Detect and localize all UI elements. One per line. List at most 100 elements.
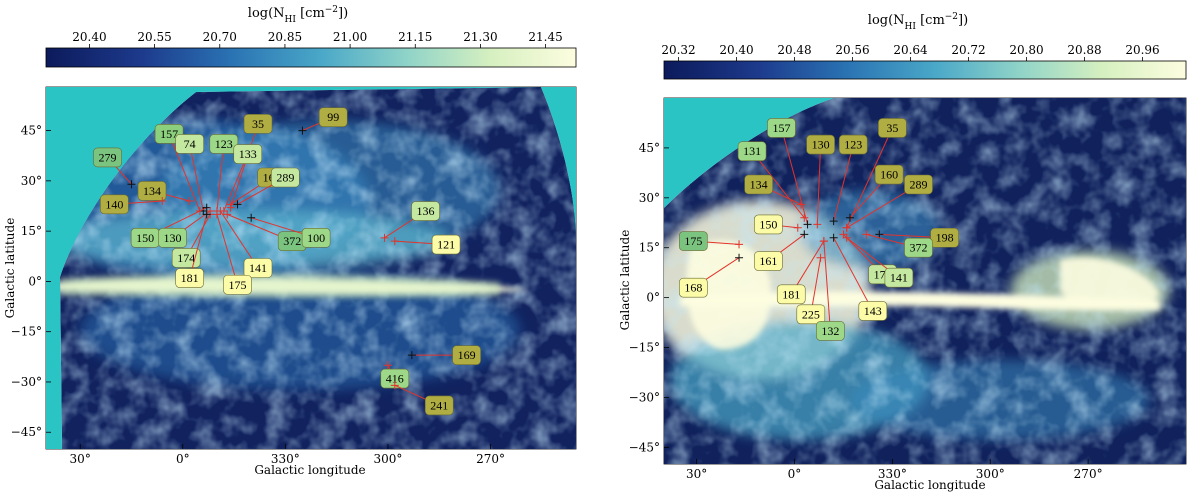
x-tick-label: 30° [686, 467, 707, 481]
y-ticks: 45° 30° 15° 0° −15° −30° −45° [629, 141, 669, 454]
cloud-label-134: 134 [744, 174, 806, 209]
label-box [93, 147, 122, 168]
x-tick-label: 270° [1074, 467, 1103, 481]
label-box [904, 174, 933, 195]
y-tick-label: 45° [639, 141, 660, 155]
y-tick-label: 30° [639, 191, 660, 205]
pointer-arrow [216, 214, 238, 285]
label-box [904, 237, 933, 258]
cloud-marker [842, 223, 851, 232]
label-box [744, 174, 773, 195]
cloud-label-130: 130 [158, 207, 215, 248]
cloud-label-241: 241 [390, 381, 454, 416]
cloud-label-121: 121 [390, 234, 461, 255]
label-box [100, 194, 129, 215]
label-text: 121 [437, 238, 455, 252]
colorbar-tick-label: 20.85 [268, 30, 302, 44]
colorbar [663, 60, 1187, 80]
cloud-labels: 9915735741231332791341602891401361501303… [93, 107, 481, 416]
x-tick-label: 330° [878, 467, 907, 481]
y-tick-label: −45° [629, 440, 660, 454]
label-text: 74 [184, 137, 196, 151]
cloud-marker [383, 361, 392, 370]
colorbar-tick-label: 21.00 [333, 30, 367, 44]
label-box [878, 118, 907, 138]
x-axis-label: Galactic longitude [874, 478, 985, 492]
label-box [243, 258, 273, 278]
colorbar-tick-label: 20.88 [1067, 43, 1101, 57]
cloud-marker [816, 253, 825, 262]
y-axis-label: Galactic latitude [3, 218, 17, 319]
cloud-label-141: 141 [842, 233, 914, 288]
cloud-marker [223, 210, 232, 219]
label-text: 181 [181, 271, 199, 285]
colorbar-tick-label: 20.32 [661, 43, 695, 57]
x-tick-label: 270° [476, 452, 505, 466]
label-text: 372 [283, 234, 301, 248]
colorbar-tick-label: 21.45 [528, 30, 562, 44]
cloud-marker [202, 210, 211, 219]
label-box [874, 164, 904, 185]
label-text: 174 [177, 251, 195, 265]
x-ticks: 30° 0° 330° 300° 270° [686, 459, 1103, 481]
y-tick-label: 30° [21, 174, 42, 188]
cloud-marker [216, 207, 225, 216]
pointer-arrow [216, 143, 225, 212]
colorbar-tick-label: 20.48 [777, 43, 811, 57]
label-text: 134 [750, 178, 768, 192]
cloud-label-175: 175 [679, 231, 744, 251]
label-box [930, 227, 959, 248]
right-panel: log(NHI [cm−2]) 20.32 20.40 20.48 20.56 20.6… [618, 12, 1187, 492]
colorbar-tick-label: 20.40 [719, 43, 753, 57]
colorbar-ticks: 20.40 20.55 20.70 20.85 21.00 21.15 21.30 21.45 [72, 30, 563, 48]
cloud-marker [793, 223, 802, 232]
colorbar-title: log(NHI [cm−2]) [248, 5, 348, 25]
label-text: 225 [802, 307, 820, 321]
label-text: 133 [239, 147, 257, 161]
colorbar [45, 47, 577, 68]
label-box [754, 214, 783, 235]
cloud-label-225: 225 [796, 253, 826, 325]
label-box [816, 321, 845, 341]
cloud-label-161: 161 [754, 230, 809, 271]
label-text: 175 [228, 278, 246, 292]
x-ticks: 30° 0° 330° 300° 270° [70, 444, 505, 466]
cloud-label-160: 160 [845, 164, 904, 222]
label-text: 131 [743, 144, 761, 158]
cloud-label-289: 289 [842, 174, 933, 232]
y-tick-label: 15° [639, 241, 660, 255]
label-text: 241 [430, 398, 448, 412]
cloud-label-131: 131 [737, 141, 809, 222]
x-tick-label: 30° [70, 452, 91, 466]
cloud-marker [298, 126, 307, 135]
label-text: 198 [936, 231, 954, 245]
pointer-arrow [846, 127, 893, 228]
label-text: 134 [143, 184, 161, 198]
label-text: 175 [684, 234, 702, 248]
y-tick-label: −15° [629, 341, 660, 355]
y-tick-label: −30° [11, 375, 42, 389]
pointer-arrow [823, 241, 831, 331]
x-tick-label: 0° [176, 452, 190, 466]
cloud-marker [247, 213, 256, 222]
label-text: 100 [307, 231, 325, 245]
cloud-marker [862, 230, 871, 239]
label-text: 279 [99, 150, 117, 164]
label-box [223, 274, 252, 295]
cloud-label-141: 141 [216, 207, 273, 278]
label-text: 169 [458, 348, 476, 362]
label-text: 157 [160, 127, 178, 141]
pointer-arrow [189, 143, 204, 212]
label-box [858, 301, 888, 321]
outside-survey-area [46, 87, 576, 449]
cloud-label-198: 198 [875, 227, 959, 248]
label-box [424, 395, 454, 416]
y-tick-label: 15° [21, 224, 42, 238]
cloud-marker [380, 233, 389, 242]
cloud-label-150: 150 [130, 203, 211, 248]
label-box [431, 234, 461, 255]
pointer-arrow [816, 144, 822, 225]
label-box [767, 118, 796, 138]
no-data-region [664, 98, 1186, 464]
